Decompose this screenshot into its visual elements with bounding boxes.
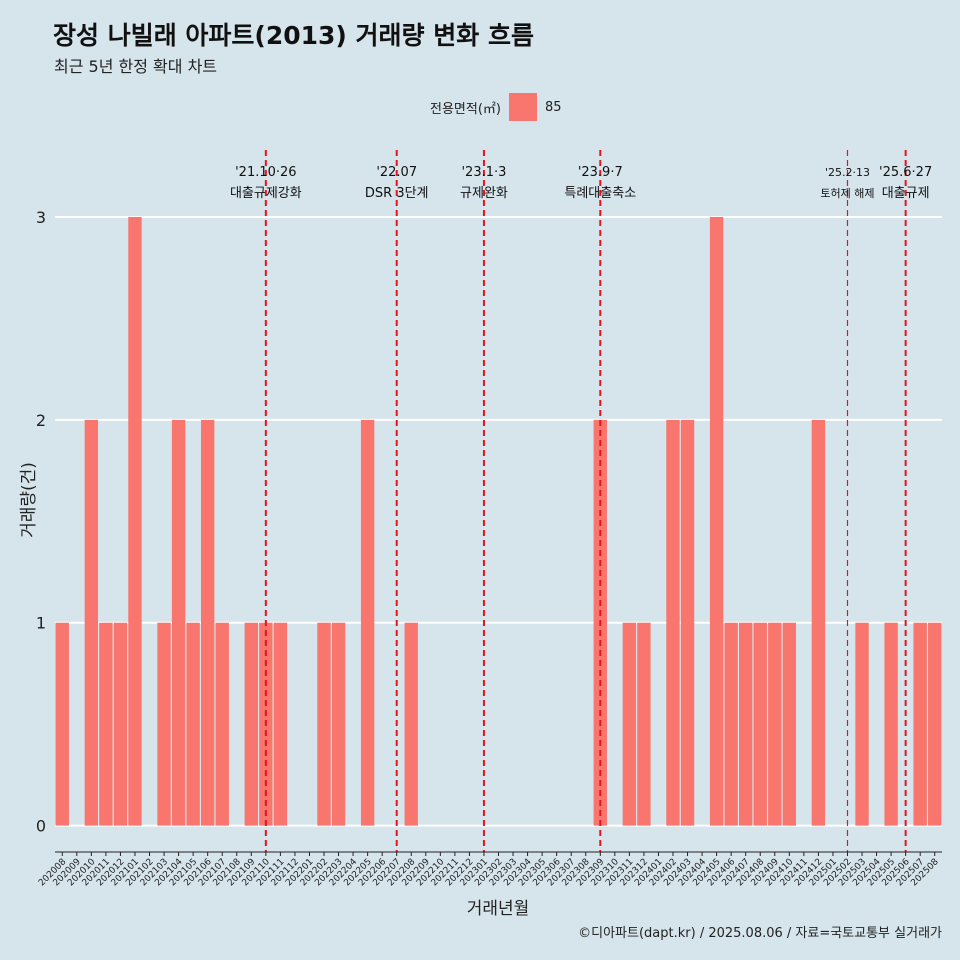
bar — [724, 622, 738, 826]
bar — [637, 622, 651, 826]
event-date: '22.07 — [376, 165, 417, 180]
y-tick-label: 3 — [36, 208, 46, 227]
bar — [273, 622, 288, 826]
bar — [666, 419, 680, 826]
bar — [768, 622, 782, 826]
bar — [55, 622, 69, 826]
bar — [200, 419, 215, 826]
y-axis-label: 거래량(건) — [19, 462, 39, 538]
event-label: 대출규제 — [882, 186, 930, 201]
event-date: '25.6·27 — [879, 165, 932, 180]
bar — [244, 622, 258, 826]
bar — [331, 622, 346, 826]
event-label: DSR 3단계 — [365, 186, 429, 201]
legend: 전용면적(㎡) 85 — [430, 93, 562, 121]
event-date: '23.9·7 — [578, 165, 623, 180]
x-axis-label: 거래년월 — [467, 899, 530, 919]
bar — [128, 216, 142, 826]
bar — [157, 622, 171, 826]
bar — [113, 622, 128, 826]
event-label: 토허제 해제 — [820, 186, 874, 200]
event-label: 특례대출축소 — [564, 186, 636, 201]
bar — [811, 419, 826, 826]
bar — [404, 622, 418, 826]
legend-entry: 85 — [544, 99, 562, 115]
event-label: 대출규제강화 — [230, 186, 302, 201]
y-tick-label: 2 — [36, 411, 46, 430]
bar — [84, 419, 99, 826]
bar — [360, 419, 375, 826]
bar — [186, 622, 200, 826]
bar — [739, 622, 753, 826]
bar — [215, 622, 229, 826]
bar — [317, 622, 331, 826]
bar — [680, 419, 695, 826]
bar — [855, 622, 869, 826]
bar — [99, 622, 113, 826]
chart-subtitle: 최근 5년 한정 확대 차트 — [54, 57, 218, 76]
bar — [782, 622, 797, 826]
legend-title: 전용면적(㎡) — [430, 101, 501, 117]
event-date: '23.1·3 — [461, 165, 506, 180]
bar — [753, 622, 767, 826]
bar — [171, 419, 186, 826]
bar — [622, 622, 637, 826]
bar — [709, 216, 724, 826]
bar — [928, 622, 942, 826]
event-label: 규제완화 — [460, 186, 508, 201]
chart-title: 장성 나빌래 아파트(2013) 거래량 변화 흐름 — [53, 21, 534, 50]
y-tick-label: 0 — [36, 817, 46, 836]
legend-key — [508, 93, 537, 121]
source-caption: ©디아파트(dapt.kr) / 2025.08.06 / 자료=국토교통부 실… — [578, 926, 942, 941]
bar — [884, 622, 898, 826]
bar — [913, 622, 927, 826]
y-tick-label: 1 — [36, 614, 46, 633]
event-date: '21.10·26 — [235, 165, 296, 180]
event-date: '25.2·13 — [825, 166, 870, 179]
